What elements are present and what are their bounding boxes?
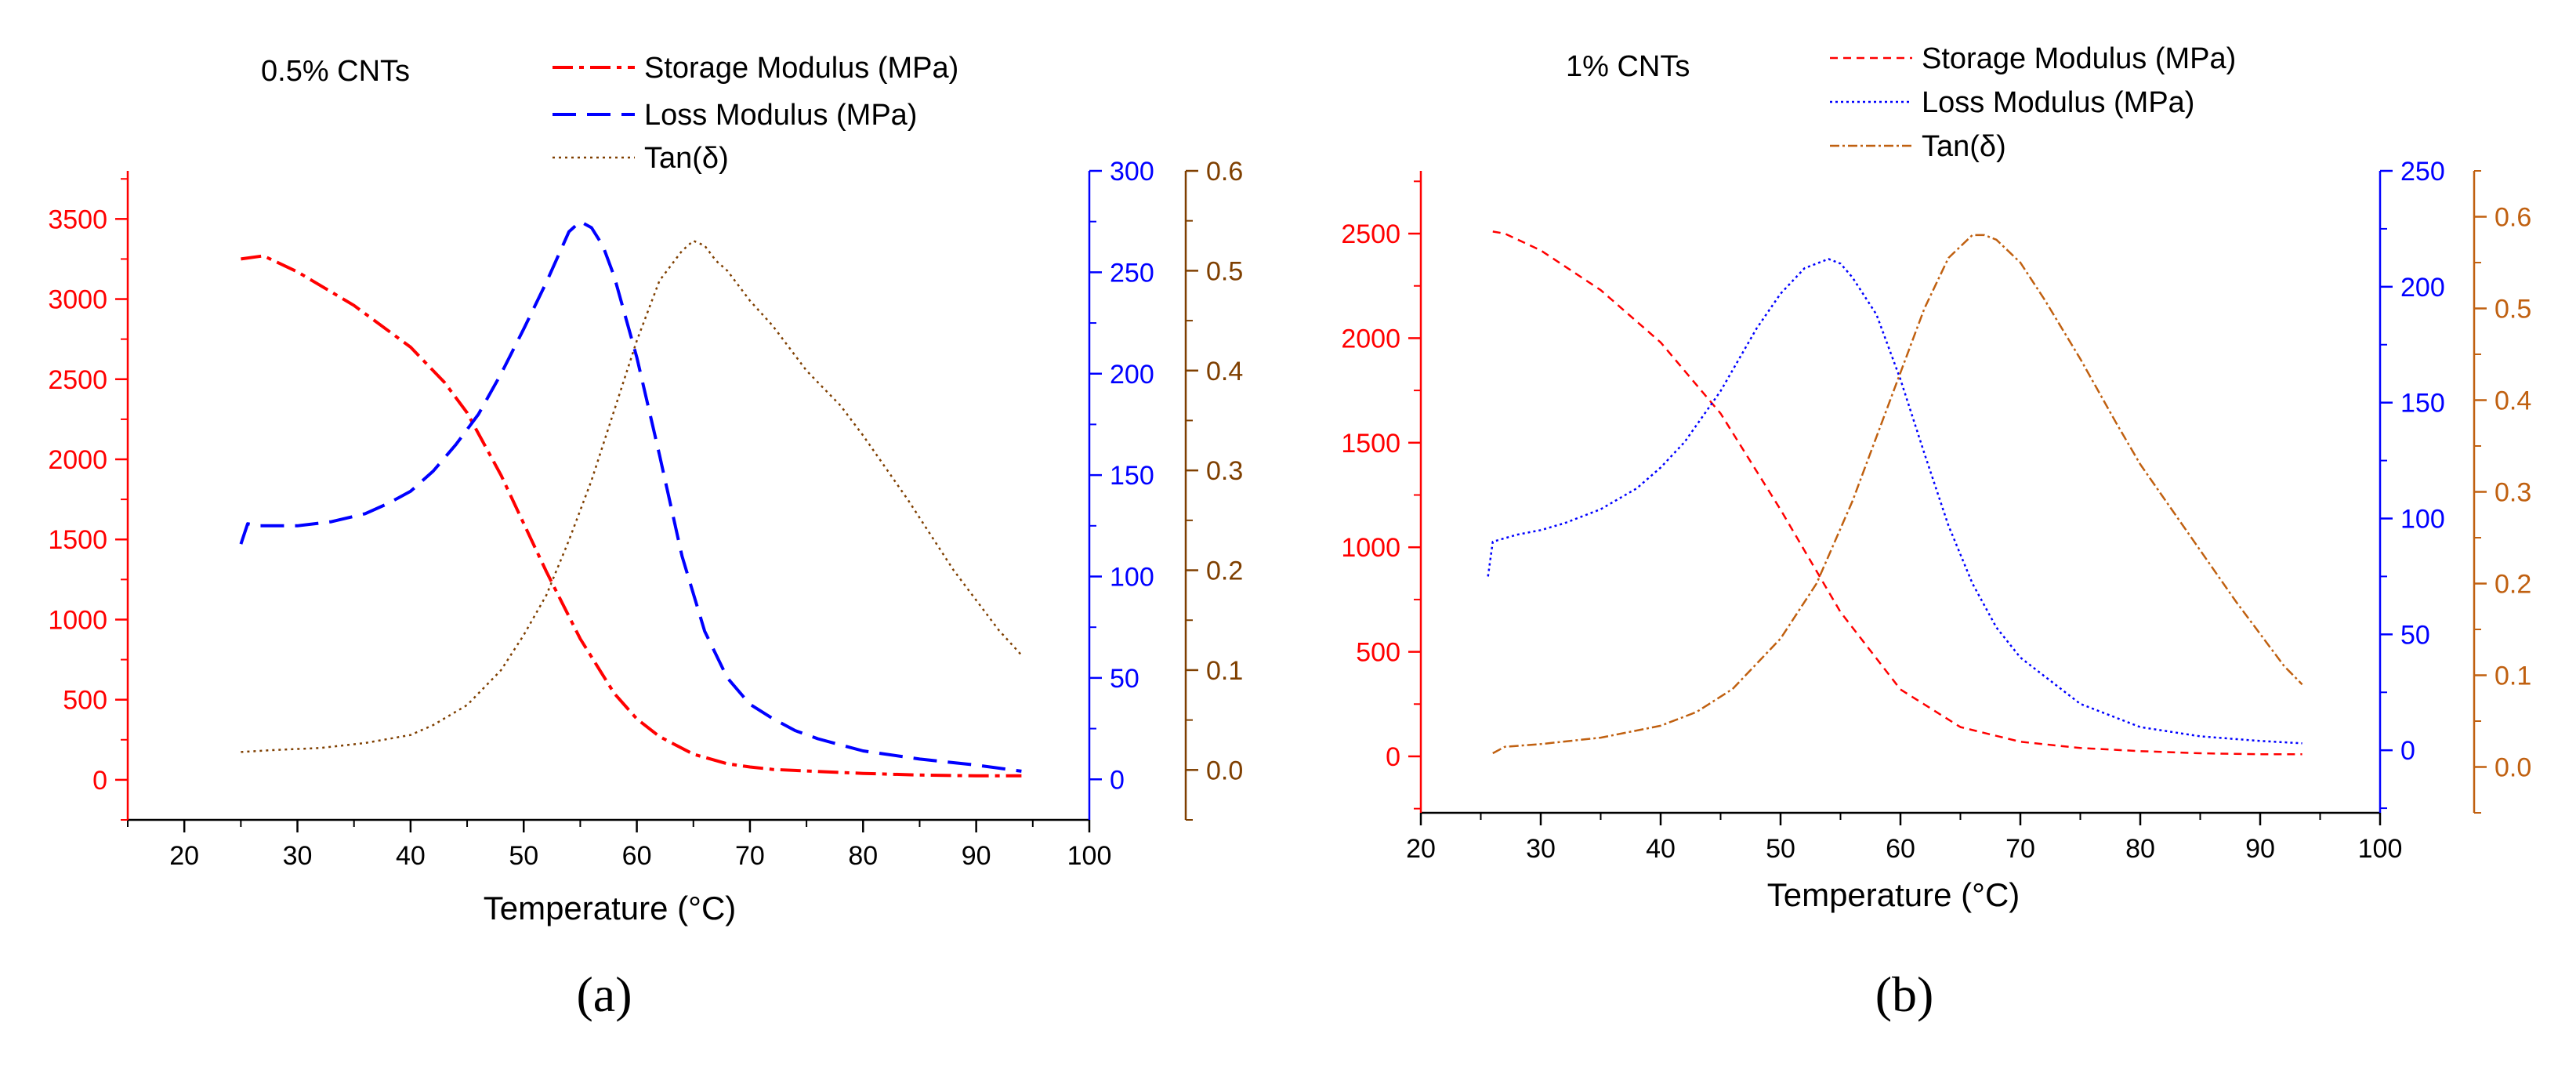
x-tick-label: 30: [283, 841, 313, 871]
right-y-axis-loss-tick-label: 250: [1110, 258, 1154, 288]
x-tick-label: 80: [2125, 834, 2155, 864]
right-y-axis-loss-tick-label: 50: [1110, 664, 1139, 694]
x-tick-label: 90: [962, 841, 991, 871]
legend-label: Tan(δ): [644, 142, 729, 175]
x-tick-label: 40: [1646, 834, 1676, 864]
right-y-axis-tan-tick-label: 0.1: [2494, 662, 2531, 691]
right-y-axis-tan-tick-label: 0.6: [1206, 157, 1243, 187]
left-y-axis-tick-label: 1500: [48, 525, 107, 555]
right-y-axis-tan-tick-label: 0.0: [2494, 753, 2531, 783]
storage-modulus-line: [1492, 230, 2302, 756]
storage-modulus-line: [241, 254, 1022, 778]
right-y-axis-loss-tick-label: 0: [2400, 736, 2415, 766]
right-y-axis-tan-tick-label: 0.1: [1206, 656, 1243, 686]
right-y-axis-loss-tick-label: 100: [2400, 505, 2445, 535]
left-y-axis-tick-label: 2000: [1341, 324, 1400, 354]
left-y-axis-tick-label: 1000: [48, 605, 107, 635]
axes-layer: 20 30 40 50 60 70 80 90 100050010001500200025003…: [48, 157, 1243, 871]
left-y-axis-tick-label: 500: [63, 686, 107, 716]
legend-label: Loss Modulus (MPa): [644, 99, 917, 132]
legend: Storage Modulus (MPa) Loss Modulus (MPa) T…: [1830, 42, 2236, 163]
x-tick-label: 100: [2358, 834, 2403, 864]
x-tick-label: 50: [509, 841, 538, 871]
right-y-axis-loss-tick-label: 50: [2400, 620, 2430, 650]
left-y-axis-tick-label: 2500: [48, 365, 107, 395]
right-y-axis-loss-tick-label: 150: [1110, 461, 1154, 491]
axes-layer: 20 30 40 50 60 70 80 90 100050010001500200025000…: [1341, 157, 2531, 864]
x-tick-label: 20: [1406, 834, 1436, 864]
left-y-axis-tick-label: 500: [1356, 638, 1400, 668]
x-tick-label: 80: [848, 841, 878, 871]
right-y-axis-loss-tick-label: 200: [1110, 360, 1154, 390]
legend-label: Loss Modulus (MPa): [1922, 86, 2194, 119]
right-y-axis-tan-tick-label: 0.4: [2494, 386, 2531, 416]
tan-delta-line: [241, 239, 1023, 753]
right-y-axis-tan-tick-label: 0.5: [2494, 295, 2531, 325]
x-tick-label: 90: [2245, 834, 2275, 864]
left-y-axis-tick-label: 3000: [48, 285, 107, 315]
x-tick-label: 40: [396, 841, 426, 871]
right-y-axis-tan-tick-label: 0.3: [1206, 456, 1243, 486]
right-y-axis-loss-tick-label: 300: [1110, 157, 1154, 187]
x-tick-label: 20: [169, 841, 199, 871]
right-y-axis-loss-tick-label: 100: [1110, 563, 1154, 593]
left-y-axis-tick-label: 0: [1386, 742, 1400, 772]
series-layer: [239, 219, 1023, 778]
left-y-axis-tick-label: 2500: [1341, 219, 1400, 249]
right-y-axis-tan-tick-label: 0.4: [1206, 357, 1243, 386]
legend-label: Storage Modulus (MPa): [644, 52, 958, 85]
tan-delta-line: [1492, 234, 2303, 755]
x-tick-label: 100: [1067, 841, 1112, 871]
x-tick-label: 60: [622, 841, 652, 871]
left-y-axis-tick-label: 1500: [1341, 429, 1400, 459]
left-y-axis-tick-label: 0: [92, 766, 107, 796]
legend-label: Storage Modulus (MPa): [1922, 42, 2236, 75]
panel-title: 0.5% CNTs: [261, 55, 410, 88]
x-tick-label: 60: [1886, 834, 1915, 864]
left-y-axis-tick-label: 3500: [48, 205, 107, 234]
right-y-axis-loss-tick-label: 0: [1110, 765, 1125, 795]
panel-caption: (b): [1875, 966, 1934, 1022]
x-tick-label: 70: [735, 841, 765, 871]
right-y-axis-tan-tick-label: 0.0: [1206, 756, 1243, 785]
right-y-axis-loss-tick-label: 200: [2400, 273, 2445, 303]
right-y-axis-tan-tick-label: 0.2: [1206, 557, 1243, 586]
right-y-axis-tan-tick-label: 0.2: [2494, 570, 2531, 600]
x-tick-label: 50: [1766, 834, 1795, 864]
legend: Storage Modulus (MPa) Loss Modulus (MPa) T…: [553, 52, 958, 175]
right-y-axis-loss-tick-label: 150: [2400, 389, 2445, 419]
x-axis-title: Temperature (°C): [1767, 876, 2020, 913]
right-y-axis-tan-tick-label: 0.6: [2494, 203, 2531, 233]
loss-modulus-line: [1487, 258, 2302, 745]
series-layer: [1487, 230, 2303, 756]
panel-title: 1% CNTs: [1566, 50, 1690, 83]
x-axis-title: Temperature (°C): [484, 890, 737, 926]
x-tick-label: 70: [2005, 834, 2035, 864]
legend-label: Tan(δ): [1922, 130, 2006, 163]
right-y-axis-tan-tick-label: 0.5: [1206, 256, 1243, 286]
left-y-axis-tick-label: 2000: [48, 445, 107, 475]
right-y-axis-loss-tick-label: 250: [2400, 157, 2445, 187]
right-y-axis-tan-tick-label: 0.3: [2494, 478, 2531, 508]
panel-caption: (a): [576, 966, 632, 1022]
chart-panel-a: 20 30 40 50 60 70 80 90 100050010001500200025003…: [48, 52, 1243, 1022]
x-tick-label: 30: [1526, 834, 1556, 864]
chart-panel-b: 20 30 40 50 60 70 80 90 100050010001500200025000…: [1341, 42, 2531, 1022]
loss-modulus-line: [239, 219, 1022, 773]
left-y-axis-tick-label: 1000: [1341, 533, 1400, 563]
